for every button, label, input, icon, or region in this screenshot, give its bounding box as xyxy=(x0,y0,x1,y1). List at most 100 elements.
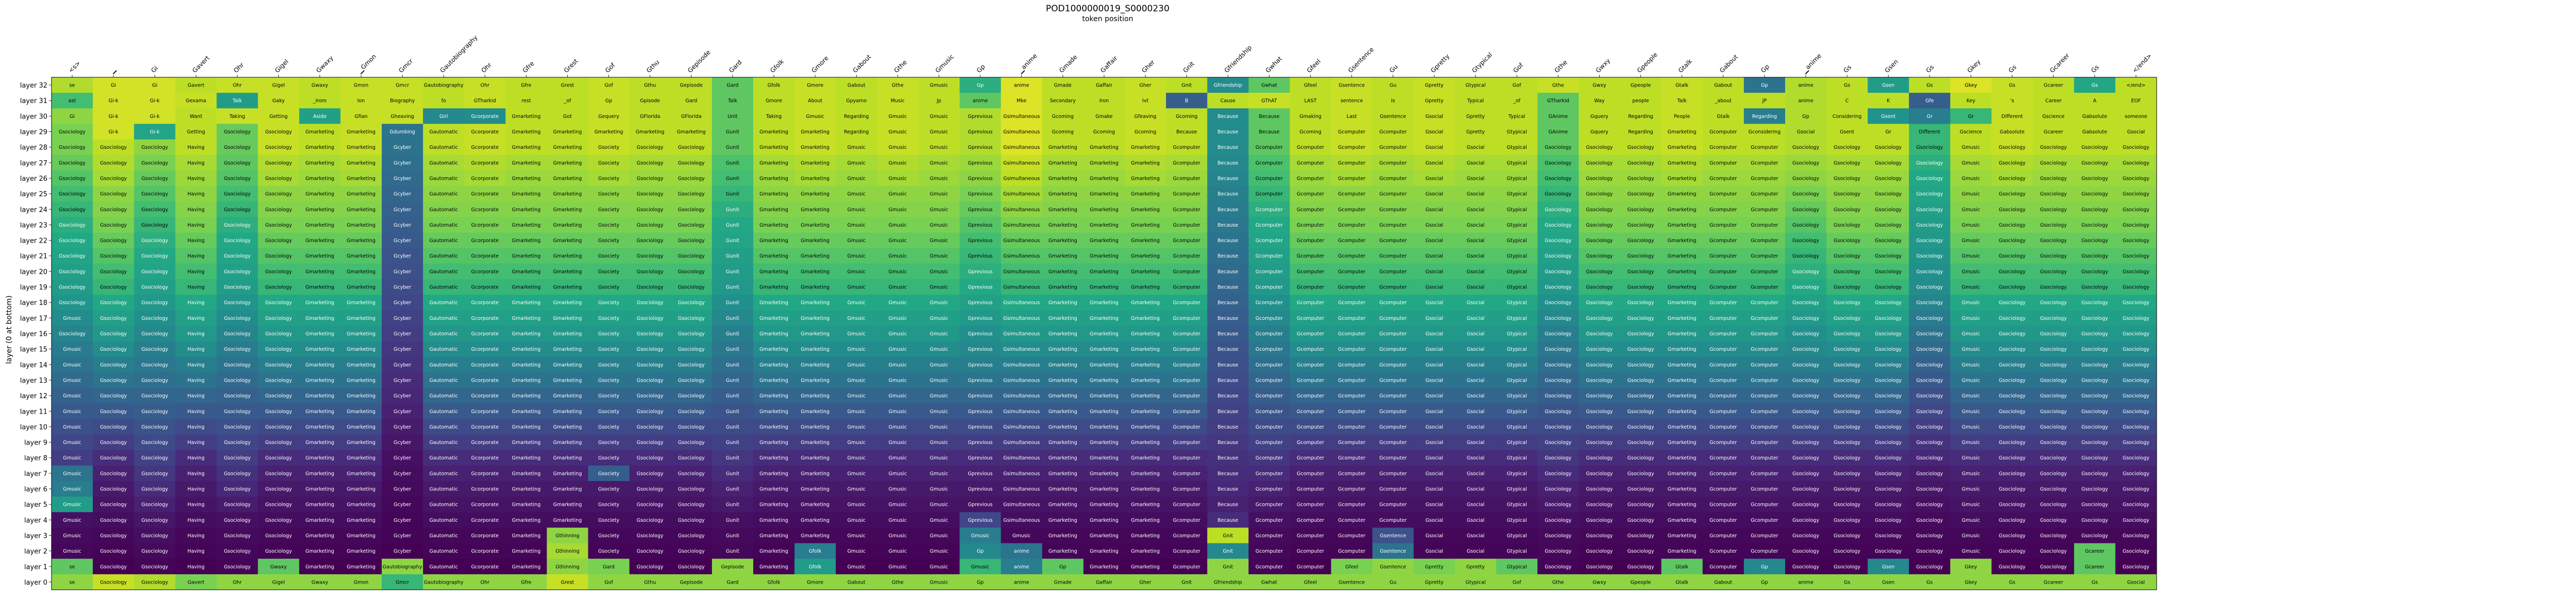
heatmap-cell xyxy=(753,124,795,140)
cell-label: Gmarketing xyxy=(553,145,582,150)
cell-label: Gcomputer xyxy=(1256,378,1283,383)
cell-label: Gsociology xyxy=(265,424,292,430)
heatmap-cell xyxy=(52,186,93,202)
cell-label: Ohr xyxy=(481,83,489,89)
heatmap-cell xyxy=(1413,77,1455,93)
heatmap-cell xyxy=(629,326,671,342)
heatmap-cell xyxy=(1785,124,1827,140)
heatmap-cell xyxy=(753,170,795,186)
heatmap-cell xyxy=(959,263,1002,280)
heatmap-cell xyxy=(1743,77,1786,93)
heatmap-cell xyxy=(1991,139,2033,156)
heatmap-cell xyxy=(381,356,423,373)
cell-label: Gpretty xyxy=(1425,98,1444,104)
cell-label: Gsociology xyxy=(637,455,664,461)
heatmap-cell xyxy=(670,232,713,249)
heatmap-cell xyxy=(1455,263,1497,280)
heatmap-cell xyxy=(93,201,134,217)
cell-label: Gmarketing xyxy=(1090,487,1118,492)
cell-label: Gmarketing xyxy=(1668,440,1697,446)
cell-label: Gmarketing xyxy=(553,440,582,446)
heatmap-cell xyxy=(1868,124,1909,140)
cell-label: Gmarketing xyxy=(1131,300,1160,306)
heatmap-cell xyxy=(423,124,465,140)
cell-label: Gsociology xyxy=(1875,253,1902,259)
cell-label: Gmusic xyxy=(889,285,907,291)
cell-label: Gsociology xyxy=(1792,192,1819,197)
heatmap-cell xyxy=(340,388,382,404)
heatmap-cell xyxy=(216,232,258,249)
heatmap-cell xyxy=(1991,279,2033,295)
heatmap-cell xyxy=(1785,139,1827,156)
cell-label: Gmarketing xyxy=(759,471,788,476)
cell-label: Gsociology xyxy=(141,253,168,259)
heatmap-cell xyxy=(1620,295,1662,311)
cell-label: Gsociology xyxy=(1628,253,1654,259)
heatmap-cell xyxy=(959,155,1002,171)
cell-label: Gsociology xyxy=(224,176,251,181)
cell-label: Gcoming xyxy=(1052,114,1074,120)
cell-label: Gsocial xyxy=(1467,145,1484,150)
cell-label: Gthe xyxy=(1552,579,1564,585)
heatmap-cell xyxy=(2032,279,2075,295)
cell-label: Gmarketing xyxy=(306,285,334,291)
cell-label: Gsocial xyxy=(1426,533,1443,539)
cell-label: Gheaving xyxy=(391,114,414,120)
cell-label: Gp xyxy=(1761,579,1768,585)
cell-label: Gsociety xyxy=(598,160,620,166)
heatmap-cell xyxy=(794,419,836,435)
cell-label: Gsimultaneous xyxy=(1003,424,1040,430)
x-tick-label: Gu xyxy=(1388,63,1399,74)
heatmap-cell xyxy=(52,419,93,435)
cell-label: Gmarketing xyxy=(553,207,582,213)
cell-label: Gmarketing xyxy=(1131,253,1160,259)
cell-label: Gsociology xyxy=(1875,502,1902,508)
heatmap-cell xyxy=(711,326,754,342)
cell-label: Gprevious xyxy=(968,207,993,213)
heatmap-cell xyxy=(1207,263,1249,280)
cell-label: Gsociety xyxy=(598,362,620,368)
heatmap-cell xyxy=(175,310,217,326)
cell-label: Gmarketing xyxy=(512,455,540,461)
heatmap-cell xyxy=(1372,326,1414,342)
cell-label: Regarding xyxy=(1752,114,1777,120)
cell-label: Gmaking xyxy=(1299,114,1321,120)
heatmap-cell xyxy=(877,124,919,140)
cell-label: Gsociology xyxy=(2123,533,2149,539)
cell-label: Gmarketing xyxy=(759,347,788,352)
cell-label: Gcomputer xyxy=(1709,564,1737,570)
cell-label: Gsociology xyxy=(1545,331,1571,337)
cell-label: Because xyxy=(1217,440,1238,446)
y-tick-label: layer 7 xyxy=(24,470,47,478)
cell-label: Gsocial xyxy=(1426,455,1443,461)
cell-label: Gtypical xyxy=(1507,253,1527,259)
cell-label: Gcomputer xyxy=(1297,440,1324,446)
cell-label: Gsimultaneous xyxy=(1003,471,1040,476)
heatmap-cell xyxy=(93,232,134,249)
cell-label: Gsociology xyxy=(2040,347,2067,352)
heatmap-cell xyxy=(1661,77,1703,93)
heatmap-cell xyxy=(959,139,1002,156)
cell-label: Gcomputer xyxy=(1379,300,1406,306)
heatmap-cell xyxy=(1455,155,1497,171)
heatmap-cell xyxy=(1413,217,1455,233)
cell-label: Gsociology xyxy=(2040,316,2067,321)
heatmap-cell xyxy=(794,341,836,357)
heatmap-cell xyxy=(1372,372,1414,388)
heatmap-cell xyxy=(1372,341,1414,357)
cell-label: Gmarketing xyxy=(1048,160,1077,166)
cell-label: Gsociology xyxy=(1545,223,1571,228)
cell-label: Gsociology xyxy=(1586,316,1613,321)
cell-label: Gautomatic xyxy=(429,518,457,523)
heatmap-cell xyxy=(1909,372,1951,388)
cell-label: Gtypical xyxy=(1466,579,1486,585)
cell-label: Gcoming xyxy=(1176,114,1197,120)
heatmap-cell xyxy=(1455,341,1497,357)
cell-label: Gthe xyxy=(1552,83,1564,89)
cell-label: Gsociology xyxy=(1916,409,1943,415)
cell-label: Gcorporate xyxy=(471,564,499,570)
heatmap-cell xyxy=(670,326,713,342)
cell-label: Different xyxy=(2002,114,2023,120)
cell-label: Gaky xyxy=(273,98,285,104)
heatmap-cell xyxy=(1743,326,1786,342)
